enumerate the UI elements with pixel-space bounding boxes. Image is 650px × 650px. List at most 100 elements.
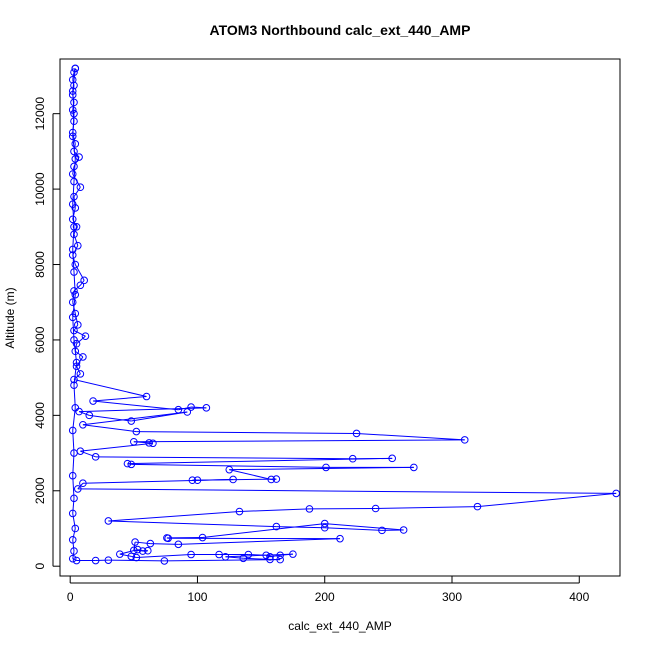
x-axis: 0 100 200 300 400	[67, 576, 590, 604]
data-point	[123, 459, 132, 468]
y-axis-label: Altitude (m)	[3, 287, 17, 348]
data-point	[72, 339, 81, 348]
data-point	[198, 533, 207, 542]
series-segment	[119, 553, 132, 557]
series-segment	[72, 513, 76, 529]
data-point	[70, 192, 78, 201]
data-point	[388, 454, 396, 463]
data-point	[142, 392, 151, 401]
data-point	[74, 321, 82, 329]
series-segment	[77, 482, 84, 490]
data-point	[272, 475, 281, 483]
series-segment	[93, 396, 147, 402]
data-point	[76, 281, 85, 290]
data-point	[399, 526, 408, 534]
series-segment	[127, 457, 393, 465]
series-segment	[131, 555, 137, 559]
x-tick-label: 200	[315, 590, 335, 604]
data-point	[70, 230, 78, 239]
data-point	[262, 551, 270, 560]
data-point	[71, 347, 80, 356]
x-axis-label: calc_ext_440_AMP	[288, 619, 391, 633]
data-point	[70, 287, 78, 295]
data-point	[85, 411, 94, 420]
series-segment	[324, 527, 383, 531]
series-segment	[76, 335, 86, 345]
data-point	[473, 502, 482, 511]
series-segment	[89, 414, 132, 422]
series-segment	[73, 226, 78, 235]
data-point	[68, 251, 77, 259]
series-segment	[324, 523, 404, 531]
data-point	[71, 309, 80, 318]
data-point	[68, 313, 77, 322]
data-point	[91, 453, 100, 461]
series-segment	[356, 432, 465, 441]
series-segment	[72, 245, 79, 256]
data-point	[188, 476, 197, 485]
data-point	[320, 519, 329, 528]
series-segment	[164, 559, 281, 562]
data-point	[70, 449, 78, 457]
data-point	[68, 245, 77, 254]
data-point	[164, 534, 172, 543]
data-point	[70, 326, 78, 335]
data-point	[144, 546, 152, 555]
series-segment	[80, 442, 153, 452]
series-segment	[72, 551, 75, 559]
series-segment	[72, 498, 75, 514]
series-segment	[72, 539, 75, 552]
data-point	[215, 550, 223, 559]
data-point	[71, 64, 80, 73]
data-point	[79, 420, 87, 429]
series-segment	[72, 72, 75, 80]
data-point	[267, 475, 276, 484]
y-tick-label: 10000	[33, 172, 47, 206]
data-point	[244, 550, 253, 559]
data-point	[68, 509, 77, 518]
data-point	[68, 91, 77, 99]
data-point	[71, 155, 80, 163]
data-point	[71, 524, 80, 533]
series-segment	[72, 166, 75, 175]
y-tick-label: 2000	[33, 477, 47, 504]
data-point	[74, 485, 82, 493]
series-segment	[229, 466, 414, 471]
y-tick-label: 8000	[33, 251, 47, 278]
data-point	[68, 75, 77, 84]
series-segment	[93, 400, 179, 411]
data-point	[70, 68, 78, 76]
series-segment	[243, 557, 271, 560]
data-point	[70, 162, 78, 171]
data-point	[131, 538, 139, 546]
data-point	[68, 215, 77, 224]
data-point	[68, 170, 77, 178]
data-point	[68, 87, 77, 95]
plot-frame	[59, 58, 621, 577]
data-point	[76, 370, 85, 378]
data-point	[72, 556, 81, 565]
data-point	[221, 552, 230, 561]
data-point	[71, 260, 80, 269]
data-point	[71, 140, 80, 148]
data-point	[193, 476, 202, 485]
data-point	[68, 128, 77, 137]
data-point	[74, 241, 82, 250]
data-point	[68, 554, 77, 563]
series-segment	[79, 407, 207, 413]
data-point	[272, 522, 281, 531]
data-point	[70, 494, 78, 503]
data-point	[89, 397, 97, 405]
data-point	[460, 436, 469, 444]
data-point	[71, 404, 80, 412]
data-point	[145, 439, 153, 447]
data-point	[72, 223, 81, 231]
data-point	[70, 109, 78, 118]
data-point	[70, 81, 78, 90]
series-segment	[202, 523, 325, 539]
data-point	[132, 553, 141, 562]
data-point	[352, 429, 361, 438]
series-segment	[82, 478, 234, 484]
data-point	[378, 526, 386, 535]
y-tick-label: 12000	[33, 97, 47, 131]
